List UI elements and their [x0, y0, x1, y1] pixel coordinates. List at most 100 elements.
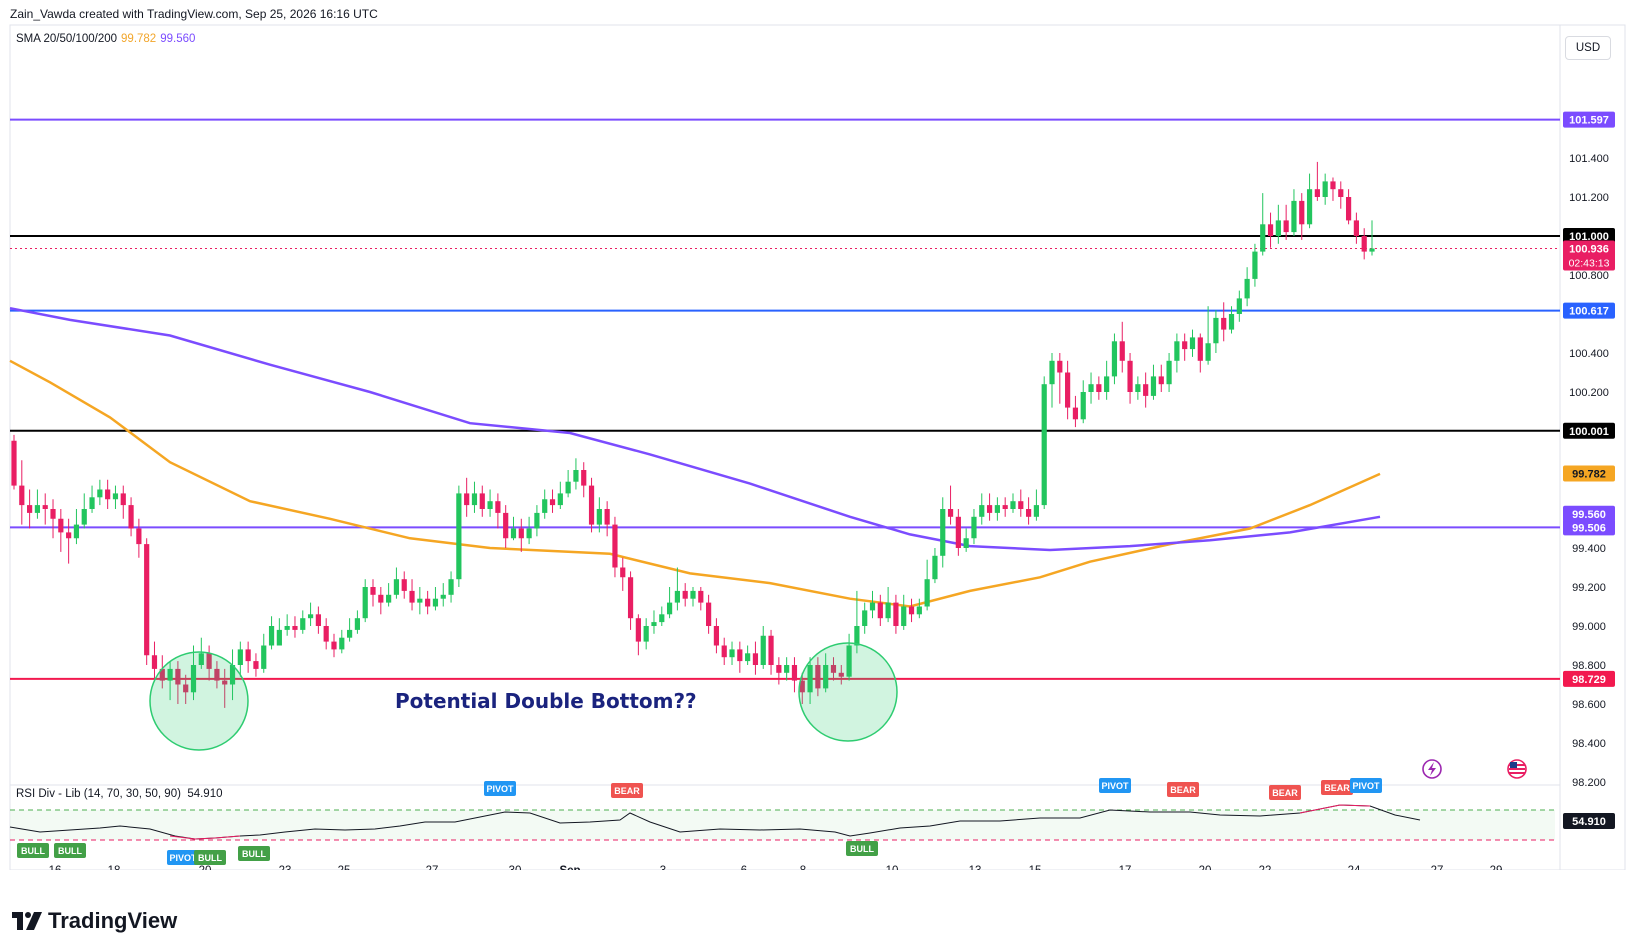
candle[interactable]: [1205, 306, 1211, 365]
candle[interactable]: [1244, 267, 1250, 307]
candle[interactable]: [1299, 193, 1305, 240]
candle[interactable]: [924, 559, 930, 611]
candle[interactable]: [838, 665, 844, 685]
candle[interactable]: [268, 616, 275, 650]
candle[interactable]: [487, 489, 493, 517]
candle[interactable]: [229, 649, 236, 701]
candle[interactable]: [549, 489, 556, 513]
candle[interactable]: [994, 497, 1000, 521]
candle[interactable]: [815, 657, 821, 697]
candle[interactable]: [1174, 333, 1180, 373]
candle[interactable]: [50, 499, 56, 539]
candle[interactable]: [284, 614, 290, 636]
candle[interactable]: [503, 505, 509, 548]
candle[interactable]: [846, 633, 852, 681]
candle[interactable]: [1322, 173, 1328, 205]
candle[interactable]: [877, 594, 883, 626]
candle[interactable]: [479, 485, 485, 517]
candle[interactable]: [1228, 306, 1235, 334]
candle[interactable]: [144, 538, 150, 665]
candle[interactable]: [1275, 204, 1281, 244]
candle[interactable]: [1283, 204, 1289, 240]
candle[interactable]: [971, 509, 977, 545]
candle[interactable]: [830, 657, 837, 681]
candle[interactable]: [386, 583, 392, 607]
candle[interactable]: [979, 493, 985, 525]
candle[interactable]: [557, 481, 563, 509]
candle[interactable]: [1166, 353, 1172, 392]
candle[interactable]: [183, 674, 189, 704]
candle[interactable]: [659, 606, 665, 627]
candle[interactable]: [1236, 290, 1242, 322]
candle[interactable]: [58, 509, 64, 552]
candle[interactable]: [471, 481, 478, 513]
candle[interactable]: [674, 567, 680, 611]
candle[interactable]: [1033, 489, 1040, 521]
candle[interactable]: [27, 489, 33, 529]
candle[interactable]: [581, 462, 587, 498]
candle[interactable]: [1002, 497, 1008, 517]
candle[interactable]: [955, 509, 961, 556]
candle[interactable]: [1213, 310, 1219, 353]
candle[interactable]: [1338, 181, 1344, 209]
candle[interactable]: [66, 518, 72, 564]
candle[interactable]: [1119, 321, 1125, 373]
candle[interactable]: [495, 493, 501, 529]
candle[interactable]: [862, 602, 868, 634]
candle[interactable]: [1369, 220, 1375, 256]
candle[interactable]: [1080, 380, 1086, 424]
candle[interactable]: [206, 645, 212, 681]
candle[interactable]: [1314, 161, 1320, 201]
candle[interactable]: [885, 587, 891, 623]
candle[interactable]: [620, 557, 626, 591]
candle[interactable]: [214, 661, 220, 689]
candle[interactable]: [370, 579, 376, 607]
candle[interactable]: [752, 641, 759, 675]
candle[interactable]: [401, 571, 407, 599]
candle[interactable]: [612, 516, 618, 578]
candle[interactable]: [1018, 489, 1024, 517]
candle[interactable]: [1182, 333, 1188, 361]
candle[interactable]: [729, 641, 735, 665]
candle[interactable]: [128, 497, 134, 537]
candle[interactable]: [323, 618, 329, 650]
candle[interactable]: [565, 470, 571, 498]
candle[interactable]: [11, 434, 17, 490]
candle[interactable]: [799, 672, 805, 704]
candle[interactable]: [245, 641, 251, 673]
candle[interactable]: [190, 645, 197, 701]
candle[interactable]: [682, 583, 688, 607]
candle[interactable]: [721, 637, 727, 665]
candle[interactable]: [908, 598, 915, 623]
candle[interactable]: [1306, 173, 1313, 229]
candle[interactable]: [346, 618, 353, 642]
candle[interactable]: [768, 629, 774, 675]
candle[interactable]: [588, 477, 595, 533]
candle[interactable]: [448, 571, 454, 603]
candle[interactable]: [698, 587, 704, 611]
candle[interactable]: [339, 629, 345, 654]
candle[interactable]: [362, 579, 368, 623]
candle[interactable]: [1197, 333, 1203, 373]
candle[interactable]: [315, 606, 321, 634]
brand-footer[interactable]: TradingView: [12, 908, 177, 934]
candle[interactable]: [105, 479, 111, 509]
candle[interactable]: [823, 653, 829, 693]
candle[interactable]: [1189, 329, 1196, 357]
candle[interactable]: [261, 633, 267, 673]
candle[interactable]: [1041, 376, 1047, 509]
candle[interactable]: [97, 479, 103, 506]
candle[interactable]: [1267, 212, 1274, 248]
candle[interactable]: [378, 587, 384, 615]
candle[interactable]: [1111, 333, 1118, 385]
candle[interactable]: [635, 614, 641, 656]
candle[interactable]: [760, 626, 766, 669]
candle[interactable]: [1361, 228, 1367, 260]
candle[interactable]: [573, 458, 579, 490]
candle[interactable]: [1104, 360, 1110, 400]
candle[interactable]: [354, 610, 361, 634]
candle[interactable]: [1127, 353, 1133, 404]
candle[interactable]: [932, 548, 938, 584]
candle[interactable]: [651, 610, 657, 634]
candle[interactable]: [440, 583, 446, 607]
